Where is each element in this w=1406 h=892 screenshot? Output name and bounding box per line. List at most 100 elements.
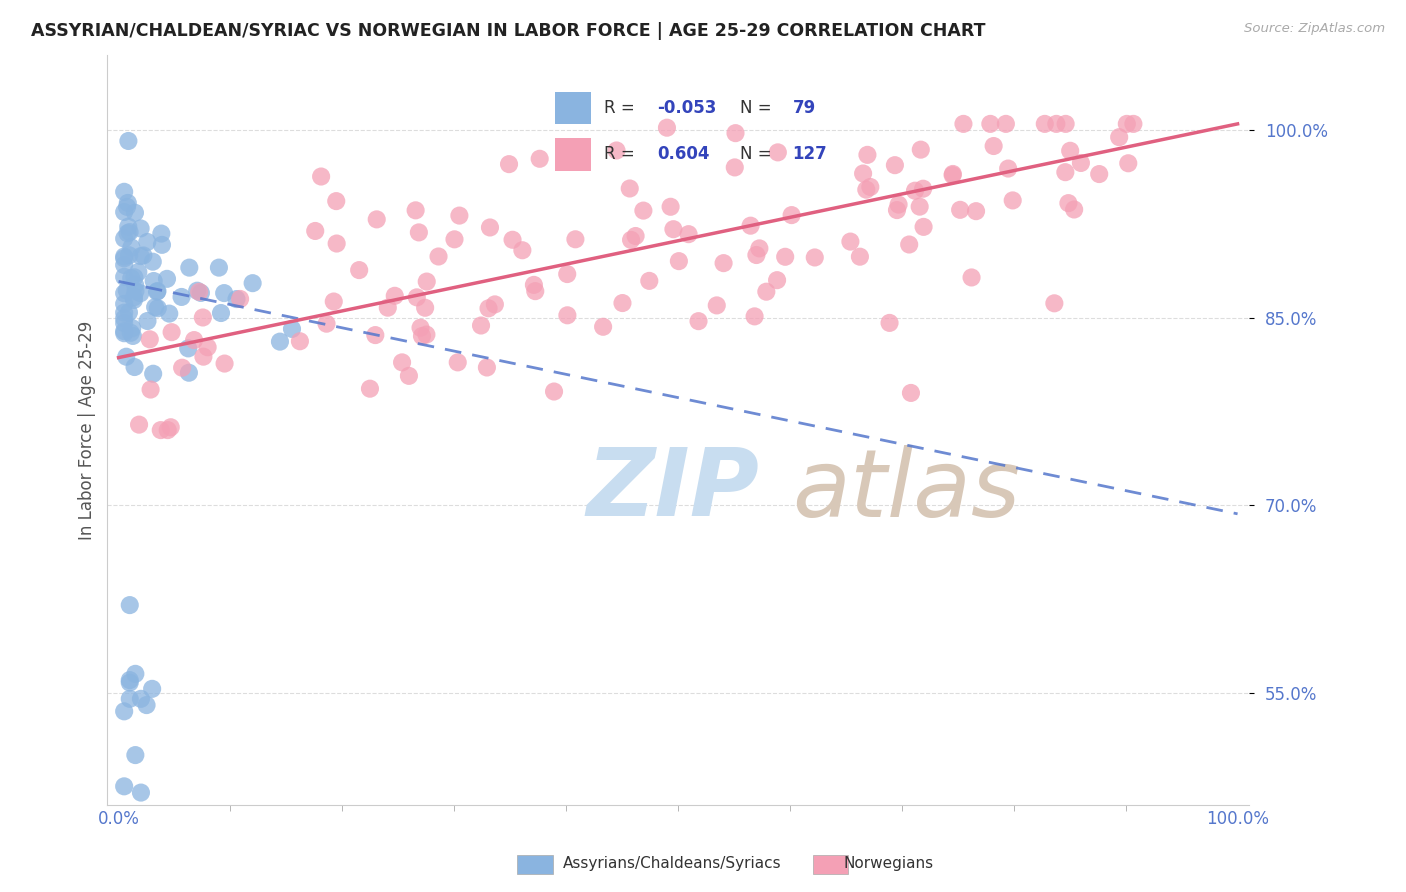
Point	[124, 748, 146, 763]
Point	[849, 250, 872, 264]
Point	[475, 360, 498, 375]
Point	[377, 301, 399, 315]
Point	[413, 301, 436, 315]
Point	[179, 260, 201, 275]
Point	[112, 316, 135, 330]
Point	[900, 386, 922, 401]
Point	[773, 250, 796, 264]
Point	[620, 233, 643, 247]
Point	[186, 284, 208, 298]
Point	[309, 169, 332, 184]
Point	[146, 285, 169, 299]
Point	[117, 219, 139, 234]
Point	[214, 357, 236, 371]
Point	[177, 342, 200, 356]
Point	[117, 134, 139, 148]
Point	[188, 285, 211, 299]
Point	[524, 284, 547, 298]
Text: -0.053: -0.053	[657, 99, 716, 117]
Point	[997, 161, 1019, 176]
Point	[177, 366, 200, 380]
Point	[129, 691, 152, 706]
Point	[859, 180, 882, 194]
Point	[678, 227, 700, 242]
Point	[146, 284, 169, 298]
Point	[118, 305, 141, 319]
Point	[856, 148, 879, 162]
Point	[112, 269, 135, 284]
Point	[129, 221, 152, 235]
Point	[662, 222, 685, 236]
Point	[411, 329, 433, 343]
Point	[979, 117, 1001, 131]
Point	[409, 320, 432, 334]
Point	[498, 157, 520, 171]
Point	[124, 205, 146, 219]
Point	[803, 251, 825, 265]
Point	[886, 203, 908, 218]
Point	[170, 290, 193, 304]
Point	[142, 274, 165, 288]
Point	[1070, 156, 1092, 170]
Point	[405, 203, 427, 218]
Point	[449, 209, 471, 223]
Point	[117, 227, 139, 241]
Point	[1045, 117, 1067, 131]
Point	[564, 232, 586, 246]
Point	[315, 317, 337, 331]
Text: ZIP: ZIP	[586, 444, 759, 536]
Point	[135, 698, 157, 712]
Point	[512, 244, 534, 258]
Text: Assyrians/Chaldeans/Syriacs: Assyrians/Chaldeans/Syriacs	[562, 856, 780, 871]
Point	[281, 322, 304, 336]
Point	[766, 273, 789, 287]
Point	[128, 417, 150, 432]
Point	[117, 195, 139, 210]
Point	[229, 292, 252, 306]
Point	[470, 318, 492, 333]
Text: atlas: atlas	[792, 444, 1021, 535]
Point	[143, 300, 166, 314]
Point	[965, 204, 987, 219]
Point	[780, 208, 803, 222]
Text: N =: N =	[740, 99, 776, 117]
Point	[1088, 167, 1111, 181]
Point	[120, 240, 142, 254]
Point	[347, 263, 370, 277]
Point	[912, 219, 935, 234]
Text: R =: R =	[605, 145, 640, 163]
Point	[523, 277, 546, 292]
Point	[529, 152, 551, 166]
Point	[112, 205, 135, 219]
Point	[839, 235, 862, 249]
Point	[159, 420, 181, 434]
Point	[724, 161, 747, 175]
Point	[118, 598, 141, 612]
Point	[612, 296, 634, 310]
Point	[124, 284, 146, 298]
Point	[149, 423, 172, 437]
Point	[156, 423, 179, 437]
Point	[112, 704, 135, 718]
Point	[668, 254, 690, 268]
Point	[887, 197, 910, 211]
Point	[124, 277, 146, 292]
Point	[325, 194, 347, 208]
Point	[1108, 130, 1130, 145]
Point	[112, 252, 135, 266]
Point	[129, 786, 152, 800]
Point	[124, 666, 146, 681]
Point	[160, 325, 183, 339]
Point	[405, 290, 427, 304]
Point	[118, 675, 141, 690]
Point	[364, 328, 387, 343]
Point	[384, 289, 406, 303]
Point	[638, 274, 661, 288]
Point	[193, 350, 215, 364]
Point	[855, 183, 877, 197]
Point	[484, 297, 506, 311]
Point	[1054, 165, 1077, 179]
Point	[1054, 117, 1077, 131]
Text: Norwegians: Norwegians	[844, 856, 934, 871]
Point	[1043, 296, 1066, 310]
